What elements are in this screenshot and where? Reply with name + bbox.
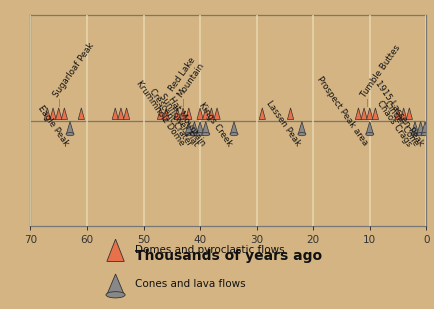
Polygon shape [61,108,67,120]
Text: Prospect Peak area: Prospect Peak area [315,75,369,148]
Text: Cinder Cone: Cinder Cone [381,99,419,148]
Polygon shape [394,108,400,120]
Ellipse shape [410,133,418,136]
Text: Krummholz Dome: Krummholz Dome [134,79,186,148]
Polygon shape [365,121,372,134]
Ellipse shape [190,133,198,136]
Polygon shape [180,108,186,120]
Polygon shape [360,108,366,120]
Polygon shape [411,121,418,134]
Polygon shape [174,108,180,120]
Polygon shape [107,274,124,295]
Polygon shape [107,239,124,261]
Polygon shape [287,108,293,120]
Ellipse shape [66,133,74,136]
Text: 1915 Lassen Peak: 1915 Lassen Peak [373,79,425,148]
Polygon shape [230,121,237,134]
Polygon shape [421,121,428,134]
Polygon shape [208,108,214,120]
Polygon shape [185,121,192,134]
Ellipse shape [201,133,209,136]
Ellipse shape [365,133,373,136]
Polygon shape [202,121,209,134]
Polygon shape [118,108,124,120]
Polygon shape [78,108,84,120]
Ellipse shape [196,133,204,136]
X-axis label: Thousands of years ago: Thousands of years ago [135,249,321,263]
Polygon shape [298,121,305,134]
Ellipse shape [230,133,237,136]
Text: Kings Creek: Kings Creek [197,101,233,148]
Polygon shape [196,121,203,134]
Polygon shape [112,108,118,120]
Polygon shape [191,121,197,134]
Polygon shape [56,108,62,120]
Polygon shape [66,121,73,134]
Polygon shape [259,108,265,120]
Polygon shape [185,108,191,120]
Polygon shape [157,108,163,120]
Ellipse shape [420,133,428,136]
Text: Red Lake
Mountain: Red Lake Mountain [167,55,206,99]
Text: Chaos Crags: Chaos Crags [374,98,412,148]
Text: Cones and lava flows: Cones and lava flows [135,279,245,289]
Text: Lassen Peak: Lassen Peak [263,99,301,148]
Ellipse shape [106,292,125,298]
Polygon shape [44,108,50,120]
Polygon shape [214,108,220,120]
Text: Crescent Crater: Crescent Crater [147,87,193,148]
Polygon shape [366,108,372,120]
Text: Hat Mountain: Hat Mountain [166,95,207,148]
Text: Tumble Buttes: Tumble Buttes [359,44,401,99]
Polygon shape [123,108,129,120]
Polygon shape [355,108,361,120]
Ellipse shape [184,133,192,136]
Text: Sugarloaf Peak: Sugarloaf Peak [51,41,95,99]
Polygon shape [405,108,411,120]
Polygon shape [202,108,208,120]
Ellipse shape [416,133,424,136]
Text: Domes and pyroclastic flows: Domes and pyroclastic flows [135,245,284,255]
Polygon shape [400,108,406,120]
Polygon shape [163,108,169,120]
Polygon shape [416,121,423,134]
Text: Eagle Peak: Eagle Peak [36,104,70,148]
Ellipse shape [297,133,305,136]
Polygon shape [50,108,56,120]
Polygon shape [372,108,378,120]
Text: Sunflower Flat: Sunflower Flat [157,92,200,148]
Polygon shape [197,108,203,120]
